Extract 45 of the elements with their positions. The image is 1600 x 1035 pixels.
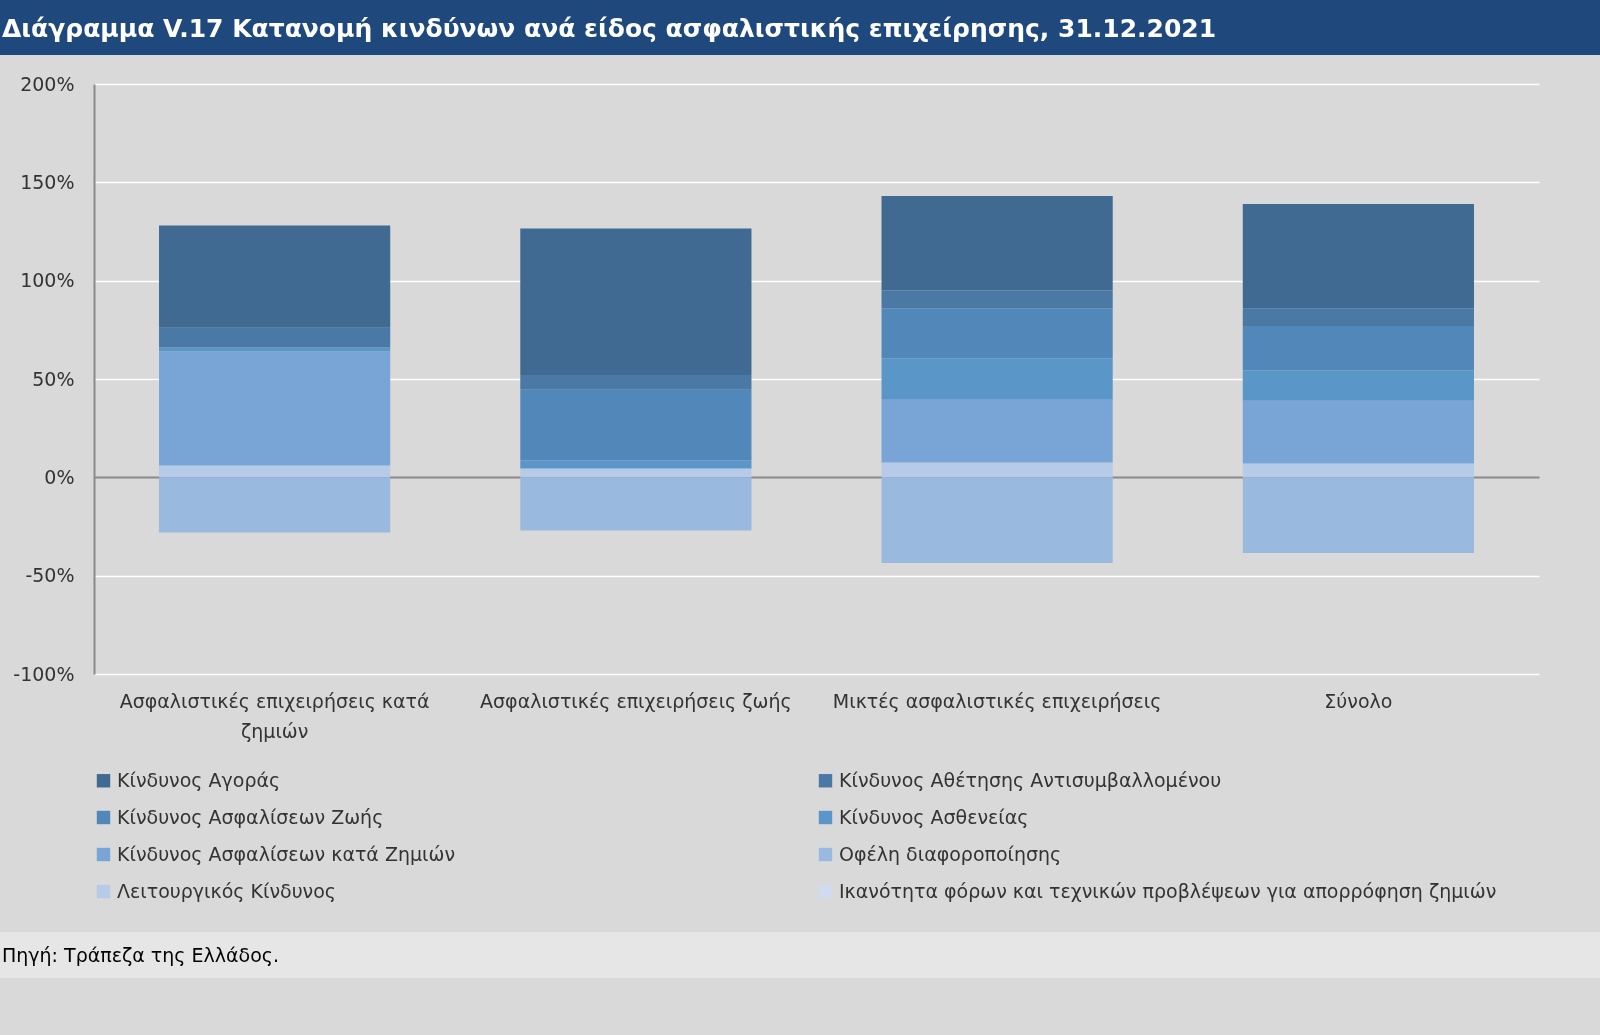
x-tick-label: Ασφαλιστικές επιχειρήσεις ζωής (480, 689, 792, 712)
legend-label: Κίνδυνος Ασθενείας (839, 805, 1029, 828)
bar (1242, 325, 1474, 371)
bar (881, 462, 1113, 478)
bar (1242, 370, 1474, 401)
bar (1242, 463, 1474, 478)
legend-label: Λειτουργικός Κίνδυνος (117, 879, 337, 902)
bar (159, 477, 391, 533)
bar (159, 327, 391, 348)
bar (881, 290, 1113, 309)
y-tick-label: 200% (20, 72, 75, 95)
x-tick-label: Μικτές ασφαλιστικές επιχειρήσεις (832, 689, 1162, 712)
legend-label: Κίνδυνος Ασφαλίσεων κατά Ζημιών (117, 842, 456, 865)
bar (881, 358, 1113, 400)
y-tick-label: 100% (20, 269, 75, 292)
bar (520, 468, 752, 478)
y-tick-label: 0% (44, 465, 75, 488)
bar (520, 228, 752, 376)
y-tick-label: 50% (32, 367, 75, 390)
y-tick-label: -50% (25, 564, 75, 587)
bar (1242, 203, 1474, 309)
legend-label: Οφέλη διαφοροποίησης (839, 842, 1062, 865)
bar (1242, 308, 1474, 326)
bar (881, 196, 1113, 291)
x-tick-label: Σύνολο (1324, 689, 1393, 712)
x-tick-label: Ασφαλιστικές επιχειρήσεις κατά ζημιών (119, 689, 430, 742)
text: Πηγή: Τράπεζα της Ελλάδος. (0, 932, 1600, 978)
bar (520, 477, 752, 531)
bar (1242, 477, 1474, 554)
bar (159, 225, 391, 328)
legend-label: Κίνδυνος Αγοράς (117, 768, 281, 791)
bar (1242, 400, 1474, 464)
bar (881, 399, 1113, 463)
y-tick-label: 150% (20, 170, 75, 193)
bar (159, 351, 391, 466)
bar (881, 308, 1113, 359)
legend-label: Ικανότητα φόρων και τεχνικών προβλέψεων για απορρόφηση ζημιών (839, 879, 1497, 902)
legend-label: Κίνδυνος Ασφαλίσεων Ζωής (117, 805, 384, 828)
legend-label: Κίνδυνος Αθέτησης Αντισυμβαλλομένου (839, 768, 1222, 791)
bar (520, 389, 752, 461)
bar (520, 375, 752, 390)
chart-title: Διάγραμμα V.17 Κατανομή κινδύνων ανά είδος ασφαλιστικής επιχείρησης, 31.12.2021 (0, 0, 1600, 55)
bar (881, 477, 1113, 563)
y-tick-label: -100% (13, 662, 75, 685)
bar (159, 465, 391, 478)
